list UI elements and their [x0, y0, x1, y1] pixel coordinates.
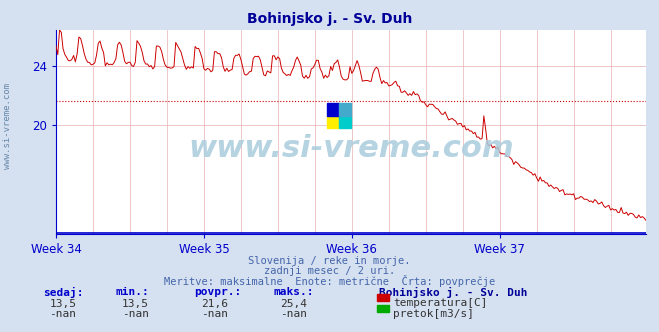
Text: temperatura[C]: temperatura[C] — [393, 298, 487, 308]
Text: pretok[m3/s]: pretok[m3/s] — [393, 309, 474, 319]
Text: -nan: -nan — [122, 309, 149, 319]
Text: www.si-vreme.com: www.si-vreme.com — [3, 83, 13, 169]
Text: 13,5: 13,5 — [49, 299, 76, 309]
Text: maks.:: maks.: — [273, 287, 314, 297]
Bar — [339, 116, 351, 128]
Text: povpr.:: povpr.: — [194, 287, 242, 297]
Bar — [328, 103, 339, 116]
Text: -nan: -nan — [49, 309, 76, 319]
Text: Bohinjsko j. - Sv. Duh: Bohinjsko j. - Sv. Duh — [379, 287, 527, 298]
Text: www.si-vreme.com: www.si-vreme.com — [188, 134, 514, 163]
Text: -nan: -nan — [280, 309, 307, 319]
Bar — [339, 103, 351, 116]
Text: zadnji mesec / 2 uri.: zadnji mesec / 2 uri. — [264, 266, 395, 276]
Bar — [328, 116, 339, 128]
Text: Slovenija / reke in morje.: Slovenija / reke in morje. — [248, 256, 411, 266]
Text: 21,6: 21,6 — [201, 299, 228, 309]
Text: 13,5: 13,5 — [122, 299, 149, 309]
Text: Bohinjsko j. - Sv. Duh: Bohinjsko j. - Sv. Duh — [247, 12, 412, 26]
Text: Meritve: maksimalne  Enote: metrične  Črta: povprečje: Meritve: maksimalne Enote: metrične Črta… — [164, 275, 495, 287]
Text: min.:: min.: — [115, 287, 149, 297]
Text: -nan: -nan — [201, 309, 228, 319]
Text: sedaj:: sedaj: — [43, 287, 83, 298]
Text: 25,4: 25,4 — [280, 299, 307, 309]
